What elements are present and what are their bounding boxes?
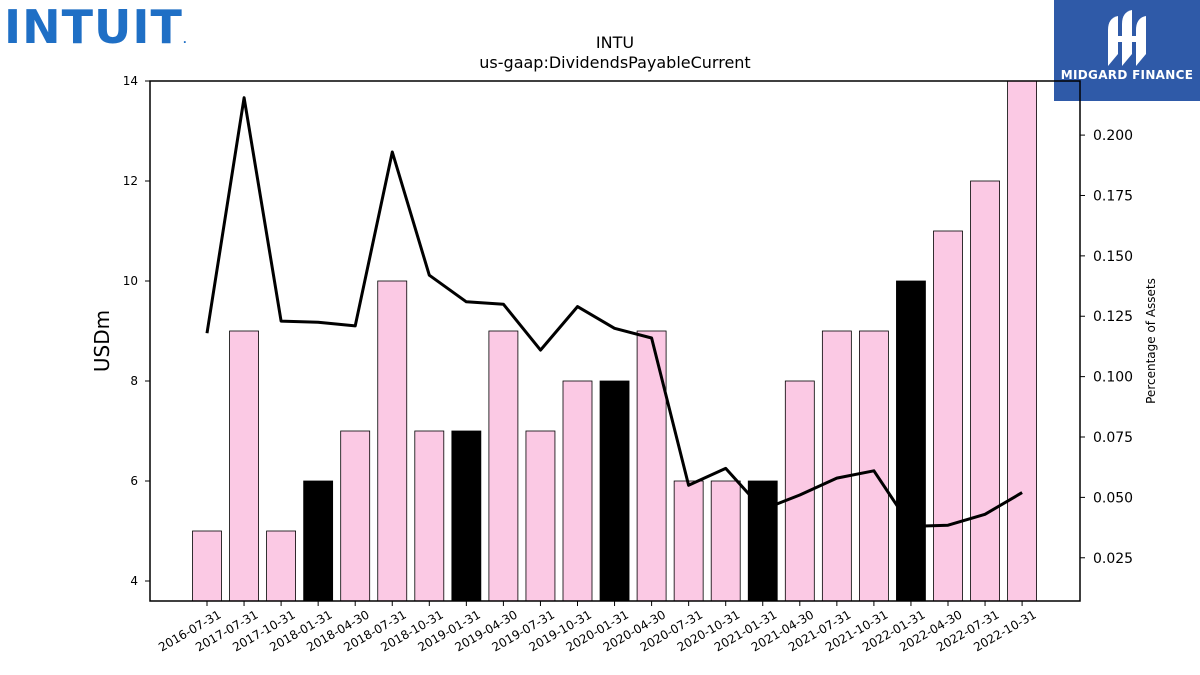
y-tick-label: 8	[130, 374, 138, 388]
bar	[933, 230, 963, 602]
y-tick-label: 10	[123, 274, 138, 288]
y-tick-label: 12	[123, 174, 138, 188]
bar	[229, 330, 259, 602]
y-tick-label: 4	[130, 574, 138, 588]
bar	[859, 330, 889, 602]
bar	[710, 480, 741, 602]
chart-title: INTU	[596, 33, 634, 52]
bar	[266, 530, 297, 602]
bar	[303, 480, 334, 602]
bar	[896, 280, 926, 602]
bars-group	[192, 80, 1037, 602]
y2-tick-label: 0.025	[1093, 551, 1133, 567]
y2-tick-label: 0.050	[1093, 490, 1133, 506]
bar	[747, 480, 778, 602]
chart-subtitle: us-gaap:DividendsPayableCurrent	[479, 53, 750, 72]
bar	[488, 330, 519, 602]
y2-tick-label: 0.125	[1093, 309, 1133, 325]
y2-tick-label: 0.075	[1093, 430, 1133, 446]
midgard-finance-logo: MIDGARD FINANCE	[1054, 0, 1200, 101]
bar	[636, 330, 667, 602]
y-tick-label: 14	[123, 74, 138, 88]
y2-axis: 0.025 0.050 0.075 0.100 0.125 0.150 0.175 0.200	[1080, 128, 1133, 567]
bar	[192, 530, 222, 602]
bar	[821, 330, 852, 602]
bar	[414, 430, 445, 602]
line-group	[205, 96, 1023, 528]
midgard-wordmark: MIDGARD FINANCE	[1060, 68, 1194, 82]
y-tick-label: 6	[130, 474, 138, 488]
bar	[340, 430, 371, 602]
y2-tick-label: 0.100	[1093, 370, 1133, 386]
y2-tick-label: 0.175	[1093, 188, 1133, 204]
series-line	[205, 96, 1023, 528]
y-axis: 4 6 8 10 12 14	[123, 74, 150, 588]
bar	[673, 480, 704, 602]
y2-tick-label: 0.150	[1093, 249, 1133, 265]
midgard-mark-icon	[1108, 10, 1146, 66]
bar	[525, 430, 556, 602]
y2-tick-label: 0.200	[1093, 128, 1133, 144]
intuit-logo: INTUIT.	[4, 0, 188, 54]
bar	[377, 280, 408, 602]
y-axis-label: USDm	[90, 310, 114, 372]
bar	[970, 180, 1000, 602]
bar	[1007, 80, 1037, 602]
bar	[562, 380, 593, 602]
y2-axis-label: Percentage of Assets	[1144, 278, 1158, 404]
x-axis: 2016-07-312017-07-312017-10-312018-01-31…	[156, 601, 1039, 654]
bar	[599, 380, 630, 602]
bar	[451, 430, 482, 602]
